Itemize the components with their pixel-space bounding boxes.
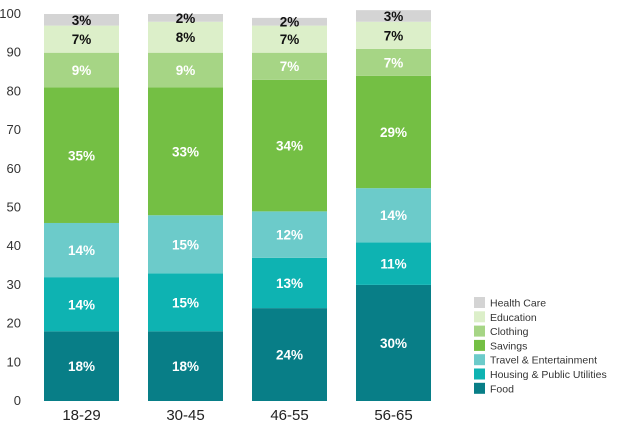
legend-label-travel-entertainment: Travel & Entertainment: [490, 355, 597, 367]
x-tick-label-30-45: 30-45: [166, 407, 204, 424]
bar-segment-travel-entertainment-56-65: [356, 188, 431, 243]
legend-swatch-food: [474, 382, 485, 394]
data-label-food-56-65: 30%: [380, 336, 407, 351]
legend-swatch-clothing: [474, 325, 485, 337]
data-label-savings-56-65: 29%: [380, 125, 407, 140]
bar-segment-housing-public-utilities-56-65: [356, 242, 431, 285]
data-label-health-care-46-55: 2%: [280, 15, 300, 30]
data-label-clothing-30-45: 9%: [176, 63, 196, 78]
legend-swatch-travel-entertainment: [474, 354, 485, 366]
data-label-travel-entertainment-30-45: 15%: [172, 237, 199, 252]
bar-segment-food-56-65: [356, 284, 431, 401]
bar-segment-health-care-30-45: [148, 14, 223, 22]
y-tick-label-60: 60: [7, 161, 21, 176]
bar-segment-housing-public-utilities-46-55: [252, 257, 327, 309]
legend-swatch-health-care: [474, 297, 485, 308]
legend-swatch-education: [474, 311, 485, 323]
bar-segment-health-care-46-55: [252, 17, 327, 26]
data-label-savings-30-45: 33%: [172, 144, 199, 159]
x-tick-label-18-29: 18-29: [62, 407, 100, 424]
data-label-health-care-56-65: 3%: [384, 9, 404, 24]
legend: Health Care Education Clothing Savings Trave…: [474, 297, 607, 395]
data-label-education-46-55: 7%: [280, 32, 300, 47]
bar-segment-clothing-46-55: [252, 52, 327, 80]
x-tick-label-46-55: 46-55: [270, 407, 308, 424]
y-tick-label-10: 10: [7, 354, 21, 369]
bar-segment-travel-entertainment-46-55: [252, 211, 327, 258]
legend-label-housing-public-utilities: Housing & Public Utilities: [490, 369, 607, 381]
y-tick-label-0: 0: [14, 393, 21, 408]
bar-segment-education-30-45: [148, 21, 223, 53]
y-axis: 0 10 20 30 40 50 60 70 80 90 100: [0, 6, 21, 408]
data-label-clothing-56-65: 7%: [384, 55, 404, 70]
y-tick-label-70: 70: [7, 122, 21, 137]
legend-label-food: Food: [490, 383, 514, 395]
legend-swatch-savings: [474, 339, 485, 351]
bar-segment-food-18-29: [44, 331, 119, 401]
bars: 18% 14% 14% 35% 9% 7% 3% 18% 15% 15% 33% 9% 8% 2% 24% 1…: [44, 9, 431, 401]
y-tick-label-40: 40: [7, 238, 21, 253]
bar-segment-food-30-45: [148, 331, 223, 401]
data-label-health-care-30-45: 2%: [176, 11, 196, 26]
x-tick-label-56-65: 56-65: [374, 407, 412, 424]
bar-segment-housing-public-utilities-30-45: [148, 273, 223, 332]
bar-segment-food-46-55: [252, 308, 327, 401]
bar-segment-education-56-65: [356, 21, 431, 49]
bar-segment-education-46-55: [252, 25, 327, 53]
legend-swatch-housing-public-utilities: [474, 368, 485, 380]
data-label-education-30-45: 8%: [176, 30, 196, 45]
data-label-travel-entertainment-18-29: 14%: [68, 243, 95, 258]
data-label-travel-entertainment-56-65: 14%: [380, 208, 407, 223]
legend-label-education: Education: [490, 312, 537, 324]
legend-label-health-care: Health Care: [490, 298, 546, 310]
bar-segment-clothing-30-45: [148, 52, 223, 88]
y-tick-label-100: 100: [0, 6, 21, 21]
bar-segment-savings-18-29: [44, 87, 119, 223]
bar-segment-health-care-18-29: [44, 14, 119, 26]
x-axis: 18-29 30-45 46-55 56-65: [62, 407, 412, 424]
bar-segment-savings-56-65: [356, 75, 431, 189]
data-label-health-care-18-29: 3%: [72, 13, 92, 28]
legend-label-savings: Savings: [490, 340, 527, 352]
bar-segment-housing-public-utilities-18-29: [44, 277, 119, 332]
data-label-savings-18-29: 35%: [68, 148, 95, 163]
data-label-food-46-55: 24%: [276, 348, 303, 363]
legend-label-clothing: Clothing: [490, 326, 529, 338]
data-label-education-18-29: 7%: [72, 32, 92, 47]
data-label-housing-public-utilities-56-65: 11%: [380, 257, 406, 272]
bar-segment-education-18-29: [44, 25, 119, 53]
data-label-housing-public-utilities-18-29: 14%: [68, 297, 95, 312]
bar-segment-clothing-56-65: [356, 48, 431, 76]
y-tick-label-30: 30: [7, 277, 21, 292]
data-label-savings-46-55: 34%: [276, 139, 303, 154]
data-label-food-18-29: 18%: [68, 359, 95, 374]
y-tick-label-90: 90: [7, 45, 21, 60]
bar-segment-savings-46-55: [252, 79, 327, 212]
data-label-travel-entertainment-46-55: 12%: [276, 228, 303, 243]
bar-segment-savings-30-45: [148, 87, 223, 216]
bar-segment-travel-entertainment-18-29: [44, 222, 119, 278]
y-tick-label-80: 80: [7, 83, 21, 98]
y-tick-label-50: 50: [7, 200, 21, 215]
data-label-clothing-18-29: 9%: [72, 63, 92, 78]
data-label-housing-public-utilities-46-55: 13%: [276, 276, 303, 291]
data-label-clothing-46-55: 7%: [280, 59, 300, 74]
y-tick-label-20: 20: [7, 316, 21, 331]
data-label-housing-public-utilities-30-45: 15%: [172, 295, 199, 310]
data-label-education-56-65: 7%: [384, 28, 404, 43]
bar-segment-clothing-18-29: [44, 52, 119, 88]
data-label-food-30-45: 18%: [172, 359, 199, 374]
bar-segment-travel-entertainment-30-45: [148, 215, 223, 274]
bar-segment-health-care-56-65: [356, 10, 431, 22]
